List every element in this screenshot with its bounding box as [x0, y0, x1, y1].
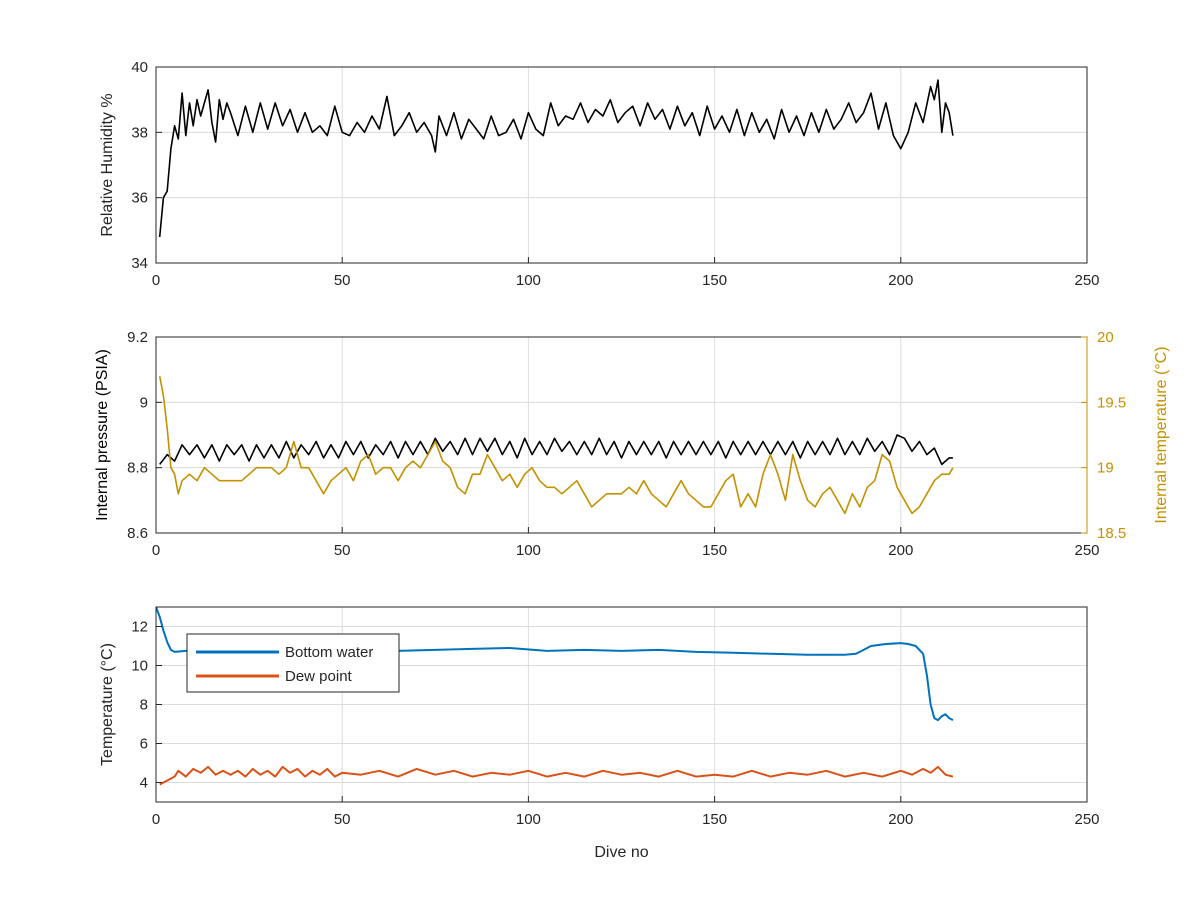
legend-box	[186, 633, 400, 693]
y-right-tick-label: 19	[1097, 460, 1114, 477]
y-tick-label: 6	[140, 736, 148, 753]
y-right-tick-label: 19.5	[1097, 394, 1126, 411]
axis-box	[155, 66, 1088, 264]
series-line-right-axis	[158, 376, 954, 515]
series-line-left-axis	[159, 434, 953, 466]
x-tick-label: 150	[702, 272, 727, 289]
chart-panel-top: 0 50 100 150 200 250 34 36 38 40 Relative Humidity…	[99, 59, 1100, 289]
x-tick-label: 150	[702, 542, 727, 559]
y-axis-label: Temperature (°C)	[99, 643, 116, 766]
y-tick-label: 38	[131, 124, 148, 141]
grid-lines	[155, 66, 1088, 264]
x-tick-label: 50	[334, 272, 351, 289]
y-tick-label: 8.8	[127, 460, 148, 477]
y-right-axis-label: Internal temperature (°C)	[1153, 346, 1170, 523]
x-axis-label: Dive no	[594, 844, 648, 861]
chart-panel-bottom: 0 50 100 150 200 250 4 6 8 10 12 Temperature (°C) Di…	[99, 606, 1100, 861]
x-tick-label: 100	[516, 542, 541, 559]
x-tick-label: 200	[888, 542, 913, 559]
x-tick-label: 100	[516, 272, 541, 289]
y-tick-label: 4	[140, 775, 148, 792]
chart-panel-middle: 0 50 100 150 200 250 8.6 8.8 9 9.2 18.5 19 19.5 20 Int…	[94, 329, 1170, 559]
x-tick-label: 250	[1074, 811, 1099, 828]
x-tick-label: 250	[1074, 542, 1099, 559]
y-tick-label: 9	[140, 394, 148, 411]
x-tick-label: 0	[152, 811, 160, 828]
legend: Bottom water Dew point	[186, 633, 400, 693]
axis-box	[155, 336, 1088, 534]
x-tick-label: 250	[1074, 272, 1099, 289]
y-tick-label: 36	[131, 190, 148, 207]
y-tick-label: 8.6	[127, 525, 148, 542]
y-tick-label: 8	[140, 697, 148, 714]
x-tick-label: 150	[702, 811, 727, 828]
y-tick-label: 40	[131, 59, 148, 76]
x-tick-label: 50	[334, 811, 351, 828]
x-tick-label: 50	[334, 542, 351, 559]
series-line-dew-point	[159, 765, 954, 786]
x-tick-label: 0	[152, 272, 160, 289]
legend-entry: Bottom water	[285, 644, 373, 661]
x-tick-label: 100	[516, 811, 541, 828]
y-right-tick-label: 18.5	[1097, 525, 1126, 542]
x-tick-label: 200	[888, 811, 913, 828]
y-tick-label: 9.2	[127, 329, 148, 346]
y-tick-label: 34	[131, 255, 148, 272]
series-line-left-axis	[158, 79, 954, 237]
legend-entry: Dew point	[285, 668, 353, 685]
y-tick-label: 12	[131, 619, 148, 636]
x-tick-label: 200	[888, 272, 913, 289]
y-axis-label: Internal pressure (PSIA)	[94, 349, 111, 521]
y-right-tick-label: 20	[1097, 329, 1114, 346]
y-axis-label: Relative Humidity %	[99, 93, 116, 236]
y-tick-label: 10	[131, 658, 148, 675]
x-tick-label: 0	[152, 542, 160, 559]
grid-lines	[155, 336, 1088, 534]
